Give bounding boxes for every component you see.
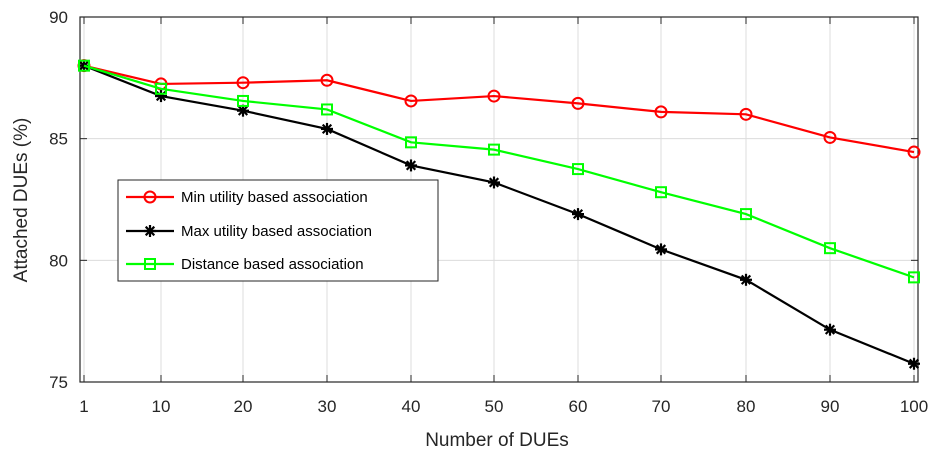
- data-point: [740, 208, 752, 221]
- x-axis-label: Number of DUEs: [425, 430, 569, 451]
- data-point: [824, 242, 836, 255]
- data-point: [237, 94, 249, 107]
- data-point: [320, 73, 334, 87]
- data-point: [739, 107, 753, 121]
- legend-marker: [144, 258, 156, 270]
- x-tick-label: 70: [652, 397, 671, 416]
- data-point: [488, 176, 500, 189]
- x-tick-label: 1: [79, 397, 88, 416]
- data-point: [404, 94, 418, 108]
- series-layer: [77, 59, 921, 370]
- legend-entry: Distance based association: [126, 256, 364, 273]
- x-tick-label: 10: [152, 397, 171, 416]
- y-tick-label: 80: [49, 251, 68, 270]
- plot-frame: [79, 16, 919, 383]
- data-point: [321, 122, 333, 135]
- data-point: [908, 271, 920, 284]
- data-point: [655, 243, 667, 256]
- data-point: [740, 273, 752, 286]
- y-tick-label: 85: [49, 130, 68, 149]
- legend-marker: [143, 190, 157, 204]
- legend-label: Distance based association: [181, 256, 364, 273]
- axis-ticks: 1 10 20 30 40 50 60 70 80 90 100 75 80 85 90: [49, 8, 928, 416]
- legend-label: Min utility based association: [181, 189, 368, 206]
- x-tick-label: 30: [318, 397, 337, 416]
- legend-label: Max utility based association: [181, 223, 372, 240]
- data-point: [321, 103, 333, 116]
- data-point: [907, 145, 921, 159]
- data-point: [572, 208, 584, 221]
- legend-entry: Min utility based association: [126, 189, 368, 206]
- data-point: [487, 89, 501, 103]
- data-point: [78, 59, 90, 72]
- x-tick-label: 90: [821, 397, 840, 416]
- data-point: [155, 82, 167, 95]
- y-tick-label: 90: [49, 8, 68, 27]
- series-2: [78, 59, 920, 370]
- legend: Min utility based association Max utility…: [117, 179, 439, 282]
- data-point: [405, 159, 417, 172]
- x-tick-label: 20: [234, 397, 253, 416]
- data-point: [405, 136, 417, 149]
- data-point: [823, 130, 837, 144]
- legend-marker: [144, 225, 156, 237]
- data-point: [571, 96, 585, 110]
- data-point: [236, 76, 250, 90]
- x-tick-label: 40: [402, 397, 421, 416]
- data-point: [908, 357, 920, 370]
- data-point: [572, 163, 584, 176]
- series-3: [78, 59, 920, 284]
- x-tick-label: 80: [737, 397, 756, 416]
- series-line: [83, 64, 915, 154]
- data-point: [488, 143, 500, 156]
- series-line: [83, 64, 915, 279]
- data-point: [654, 105, 668, 119]
- data-point: [824, 323, 836, 336]
- data-point: [655, 186, 667, 199]
- x-tick-label: 60: [569, 397, 588, 416]
- x-tick-label: 50: [485, 397, 504, 416]
- x-tick-label: 100: [900, 397, 928, 416]
- y-axis-label: Attached DUEs (%): [11, 118, 32, 283]
- legend-entry: Max utility based association: [126, 223, 372, 240]
- y-tick-label: 75: [49, 373, 68, 392]
